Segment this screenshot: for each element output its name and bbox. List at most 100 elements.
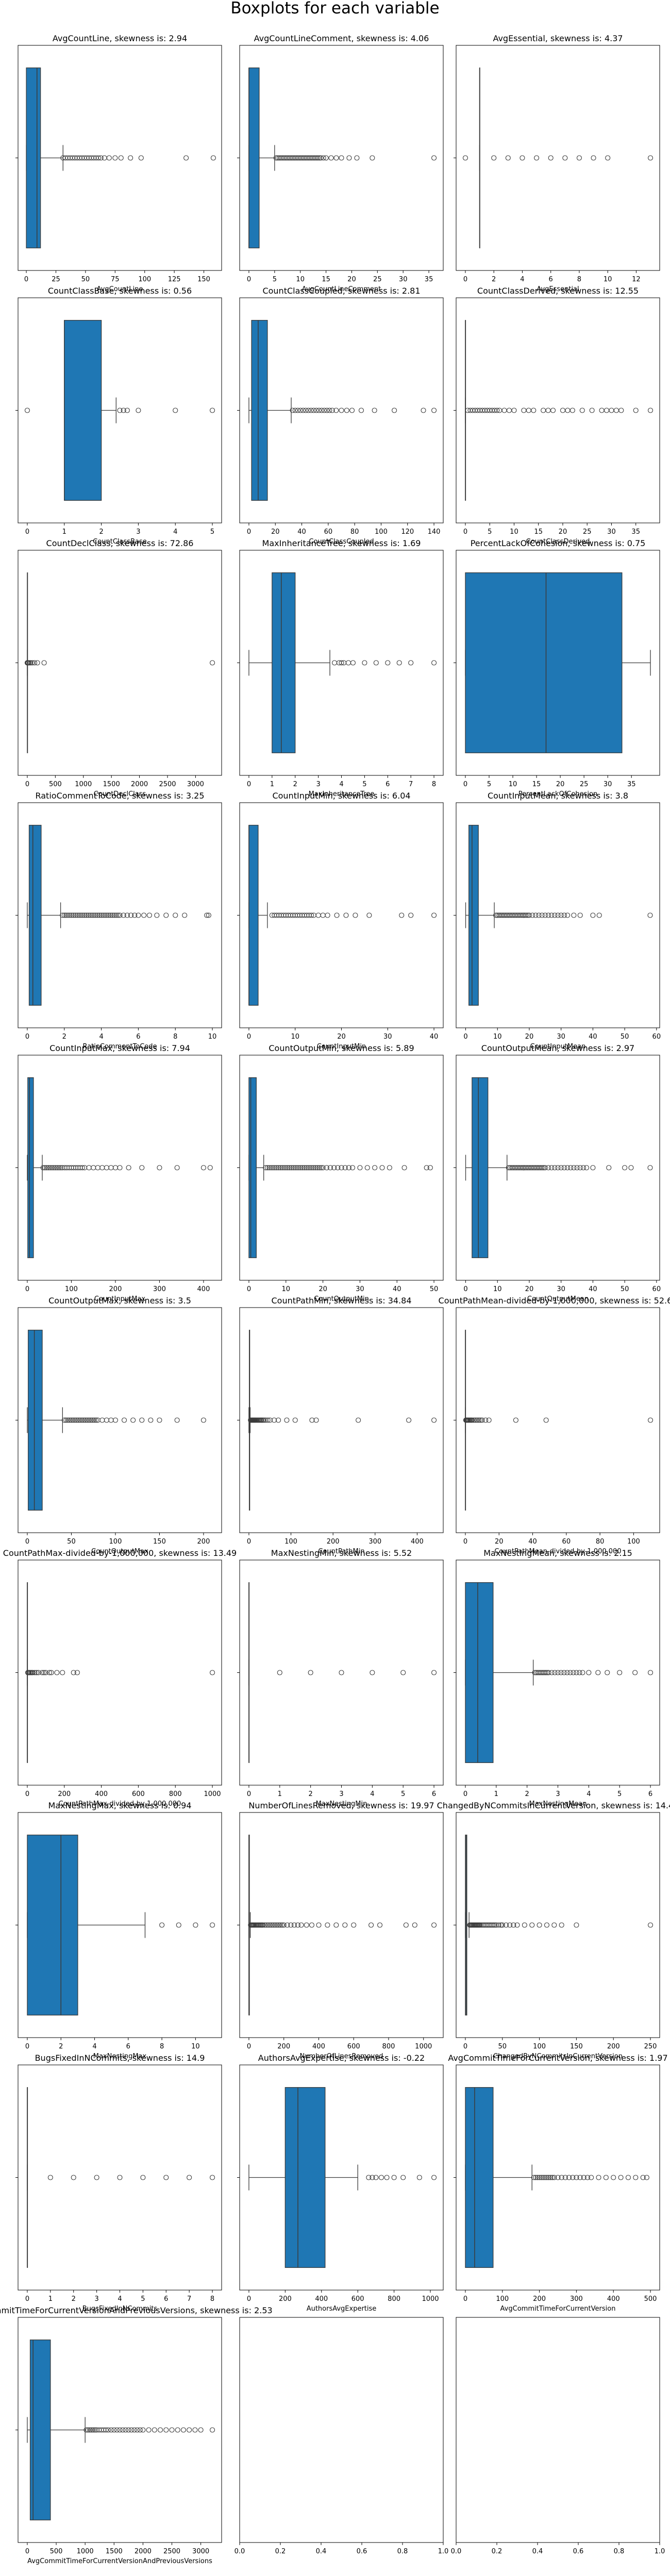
x-tick-label: 1 [278,1790,282,1798]
x-axis-label: CountClassCoupled [309,538,374,546]
outlier-point [325,1922,330,1928]
outlier-point [591,155,596,161]
x-tick-label: 2000 [131,781,148,788]
outlier-point [625,2175,631,2180]
x-tick-label: 2 [72,2295,76,2303]
outlier-point [121,408,126,413]
x-tick-label: 60 [562,1538,571,1546]
outlier-point [295,408,300,413]
outlier-point [304,1922,309,1928]
x-tick-label: 600 [351,2295,364,2303]
outlier-point [47,1165,53,1171]
outlier-point [32,660,38,666]
x-tick-label: 0.4 [316,2548,327,2555]
outlier-point [408,660,414,666]
outlier-point [559,2175,564,2180]
outlier-point [424,1165,429,1171]
outlier-point [200,1165,206,1171]
iqr-box [28,825,42,1006]
outlier-point [132,912,138,918]
iqr-box [64,320,102,501]
outlier-point [308,408,314,413]
outlier-point [24,408,30,413]
outlier-point [533,912,539,918]
subplot-6: CountClassDerived, skewness is: 12.55 0 5 1… [454,286,660,546]
x-tick-label: 2 [525,1790,529,1798]
outlier-point [604,408,610,413]
x-axis-label: CountInputMin [317,1043,366,1050]
outlier-point [209,408,215,413]
outlier-point [69,1417,74,1423]
outlier-point [41,660,47,666]
iqr-box [272,572,296,753]
subplot-title: AuthorsAvgExpertise, skewness is: -0.22 [258,2053,425,2063]
outlier-point [268,1165,274,1171]
x-tick-label: 0.2 [492,2548,502,2555]
outlier-point [103,2427,109,2433]
outlier-point [193,1922,198,1928]
x-tick-label: 1 [48,2295,53,2303]
x-tick-label: 1 [270,781,274,788]
outlier-point [128,155,133,161]
x-tick-label: 1 [62,528,66,536]
x-tick-label: 10 [493,1285,502,1293]
outlier-point [559,1922,564,1928]
x-axis-label: CountClassBase [93,538,146,546]
outlier-point [549,1165,555,1171]
plot-frame [18,2064,222,2291]
x-tick-label: 8 [173,1033,177,1041]
x-tick-label: 200 [533,2295,546,2303]
x-tick-label: 0 [24,276,28,283]
outlier-point [187,2175,192,2180]
outlier-point [66,1417,73,1423]
outlier-point [618,2175,624,2180]
outlier-point [292,1165,298,1171]
outlier-point [91,1165,96,1171]
x-tick-label: 800 [388,2295,400,2303]
outlier-point [526,912,532,918]
outlier-point [73,912,78,918]
x-tick-label: 6 [549,276,553,283]
x-tick-label: 6 [432,1790,436,1798]
outlier-point [574,1165,580,1171]
x-axis-label: BugsFixedInNCommits [82,2305,158,2313]
outlier-point [67,912,73,918]
outlier-point [285,1165,291,1171]
x-tick-label: 100 [109,1538,122,1546]
x-tick-label: 7 [409,781,413,788]
x-tick-label: 10 [281,1285,290,1293]
x-tick-label: 200 [607,2043,620,2050]
outlier-point [542,1165,548,1171]
x-tick-label: 800 [382,2043,395,2050]
outlier-point [305,1165,311,1171]
outlier-point [99,1417,105,1423]
outlier-point [313,1417,319,1423]
x-tick-label: 75 [111,276,120,283]
outlier-point [329,408,335,413]
outlier-point [431,155,437,161]
subplot-4: CountClassBase, skewness is: 0.56 0 1 2 3 4 5 C… [15,286,222,546]
outlier-point [309,912,314,918]
plot-frame [456,2317,660,2543]
outlier-point [644,2175,649,2180]
outlier-point [112,1417,119,1423]
outlier-point [372,1165,378,1171]
outlier-point [53,1165,58,1171]
x-tick-label: 1000 [422,2295,439,2303]
outlier-point [505,155,511,161]
x-tick-label: 40 [297,528,306,536]
outlier-point [589,2175,594,2180]
outlier-point [384,2175,390,2180]
x-tick-label: 4 [99,1033,103,1041]
outlier-point [209,1922,215,1928]
outlier-point [141,912,147,918]
outlier-point [590,1165,596,1171]
x-tick-label: 5 [401,1790,405,1798]
subplot-12: CountInputMean, skewness is: 3.8 0 10 20 30 4… [454,791,661,1050]
x-tick-label: 40 [430,1033,439,1041]
outlier-point [28,660,34,666]
iqr-box [251,320,268,501]
plot-frame [239,1055,444,1281]
outlier-point [85,2427,91,2433]
outlier-point [483,1417,489,1423]
